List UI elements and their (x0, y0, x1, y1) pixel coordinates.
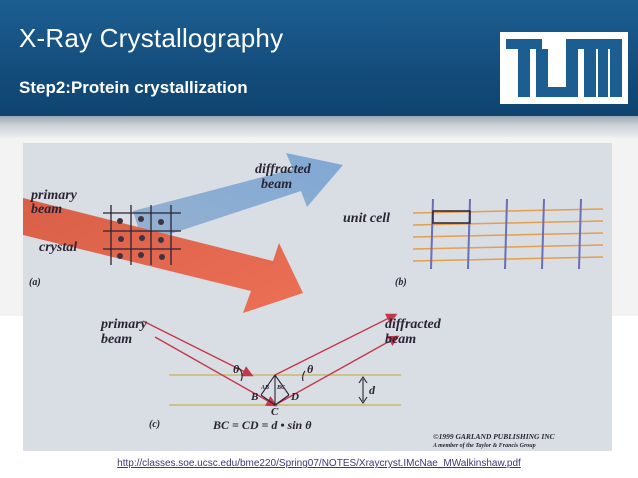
tum-logo-icon (500, 32, 628, 104)
panel-c-letter: (c) (149, 419, 160, 430)
theta-left-label: θ (233, 362, 240, 376)
construction-lines (238, 367, 306, 406)
unit-cell-box (432, 210, 471, 224)
slide-title: X-Ray Crystallography (19, 23, 284, 53)
point-d-label: D (290, 391, 299, 403)
panel-c: primary beam diffracted beam θ θ d B C D… (100, 313, 556, 449)
crystallography-figure: diffracted beam primary beam crystal (a) (23, 143, 612, 451)
panel-a: diffracted beam primary beam crystal (a) (23, 153, 343, 313)
crystal-molecules (117, 216, 165, 260)
diffracted-beam-arrow (133, 153, 343, 243)
bragg-equation: BC = CD = d • sin θ (212, 418, 312, 432)
label-beam-a-left: beam (31, 202, 62, 217)
point-c-label: C (271, 406, 279, 418)
label-primary-c: primary (100, 317, 148, 332)
label-crystal: crystal (39, 240, 77, 255)
label-beam-a-top: beam (261, 177, 292, 192)
mini-label-left: AB (260, 385, 269, 391)
label-diffracted-a: diffracted (255, 162, 312, 177)
reflected-ray-2 (274, 335, 400, 406)
copyright-line-1: ©1999 GARLAND PUBLISHING INC (433, 432, 556, 441)
panel-b-letter: (b) (395, 277, 407, 288)
panel-b: unit cell (b) (343, 198, 604, 288)
incident-ray-1 (142, 320, 254, 377)
mini-label-right: BC (276, 385, 286, 391)
incident-ray-2 (154, 336, 278, 407)
copyright-line-2: A member of the Taylor & Francis Group (432, 443, 536, 449)
source-url-link[interactable]: http://classes.soe.ucsc.edu/bme220/Sprin… (117, 458, 521, 469)
panel-a-letter: (a) (29, 277, 41, 288)
label-primary-a: primary (30, 188, 78, 203)
header-divider-bar (0, 116, 638, 138)
d-spacing-arrow (358, 376, 368, 404)
crystal-lattice (103, 205, 181, 265)
label-beam-c-left: beam (101, 332, 132, 347)
slide-subtitle: Step2:Protein crystallization (19, 78, 248, 97)
slide-header: X-Ray Crystallography Step2:Protein crys… (0, 0, 638, 116)
label-unit-cell: unit cell (343, 211, 390, 226)
reflected-ray-1 (274, 313, 398, 376)
label-diffracted-c: diffracted (385, 317, 442, 332)
theta-right-label: θ (307, 362, 314, 376)
label-beam-c-right: beam (385, 332, 416, 347)
d-label: d (369, 383, 376, 397)
lattice-orange-lines (412, 208, 604, 262)
point-b-label: B (250, 391, 258, 403)
